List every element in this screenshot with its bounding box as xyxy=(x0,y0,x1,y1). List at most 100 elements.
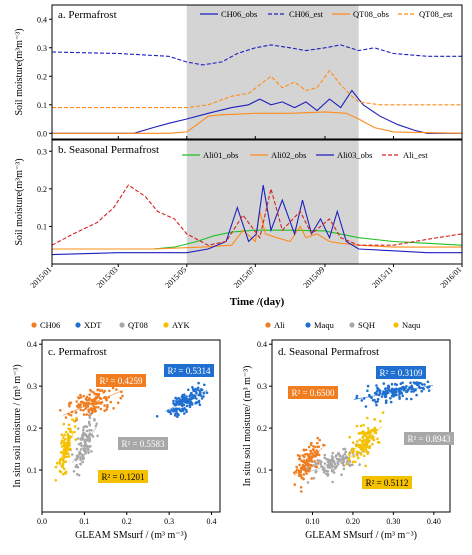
point-Maqu xyxy=(415,393,418,397)
point-XDT xyxy=(185,395,188,398)
point-Ali xyxy=(298,463,301,467)
r2-box-Maqu xyxy=(376,366,426,379)
point-Maqu xyxy=(394,393,397,397)
point-Ali xyxy=(297,474,301,478)
point-Naqu xyxy=(376,440,380,444)
legend-label-XDT: XDT xyxy=(84,320,102,330)
point-XDT xyxy=(197,388,200,392)
panel-b-shaded-period xyxy=(186,140,359,264)
point-SQH xyxy=(348,464,352,468)
fit-line-XDT xyxy=(165,389,208,412)
panel-d-x-ticks: 0.10 0.20 0.30 0.40 xyxy=(305,512,441,526)
legend-label-QT08_obs: QT08_obs xyxy=(353,9,389,19)
point-Ali xyxy=(314,465,318,469)
point-Maqu xyxy=(402,386,406,390)
panel-b-legend: Ali01_obs Ali02_obs Ali03_obs Ali_est xyxy=(182,150,428,160)
point-Naqu xyxy=(366,427,370,430)
point-XDT xyxy=(174,409,178,413)
point-Maqu xyxy=(405,385,408,388)
point-SQH xyxy=(338,453,342,457)
point-SQH xyxy=(314,470,318,474)
point-Ali xyxy=(316,445,320,449)
point-XDT xyxy=(182,396,185,400)
point-Maqu xyxy=(384,395,388,398)
point-AYK xyxy=(64,451,67,455)
point-Maqu xyxy=(416,383,419,387)
x-tick-label: 2016/01 xyxy=(438,265,463,290)
point-SQH xyxy=(323,462,327,465)
point-AYK xyxy=(58,462,62,465)
x-tick-label: 0.10 xyxy=(305,517,319,526)
point-XDT xyxy=(191,388,195,391)
point-Ali xyxy=(298,457,302,461)
point-AYK xyxy=(74,438,77,441)
point-XDT xyxy=(202,392,206,395)
y-tick-label: 0.2 xyxy=(37,185,47,194)
x-tick-label: 2015/01 xyxy=(28,265,53,290)
point-XDT xyxy=(175,401,179,405)
point-Naqu xyxy=(361,439,365,443)
point-Maqu xyxy=(376,388,380,391)
point-Naqu xyxy=(355,424,359,428)
point-CH06 xyxy=(68,402,71,406)
point-Naqu xyxy=(366,439,370,442)
point-SQH xyxy=(343,447,347,451)
point-SQH xyxy=(331,480,334,484)
point-SQH xyxy=(319,462,323,466)
legend-marker-Ali xyxy=(265,322,271,328)
series-line-QT08_obs xyxy=(52,111,463,134)
r2-label-Maqu: R² = 0.3109 xyxy=(379,368,423,378)
point-SQH xyxy=(332,471,336,474)
point-Naqu xyxy=(371,442,374,446)
point-QT08 xyxy=(82,425,85,429)
point-XDT xyxy=(199,394,203,397)
point-SQH xyxy=(312,476,316,480)
point-Maqu xyxy=(383,391,387,394)
point-XDT xyxy=(198,390,202,393)
fit-line-AYK xyxy=(56,431,75,467)
panel-a-frame xyxy=(51,4,463,140)
point-XDT xyxy=(200,388,203,391)
point-QT08 xyxy=(83,440,86,444)
point-AYK xyxy=(73,425,77,428)
point-Naqu xyxy=(373,426,377,430)
legend-marker-AYK xyxy=(163,322,169,328)
legend-label-Ali: Ali xyxy=(274,320,286,330)
point-XDT xyxy=(200,397,204,400)
point-Maqu xyxy=(380,395,384,398)
y-tick-label: 0.1 xyxy=(37,222,47,231)
point-Maqu xyxy=(385,399,388,403)
point-CH06 xyxy=(97,388,100,391)
r2-box-SQH xyxy=(404,432,454,445)
point-QT08 xyxy=(76,466,80,469)
panel-a-title: a. Permafrost xyxy=(58,9,117,21)
point-AYK xyxy=(62,458,65,462)
panel-d-legend: Ali Maqu SQH Naqu xyxy=(265,320,421,330)
point-QT08 xyxy=(90,429,93,432)
legend-label-Maqu: Maqu xyxy=(314,320,335,330)
point-QT08 xyxy=(88,429,91,432)
point-CH06 xyxy=(92,405,95,408)
point-Maqu xyxy=(410,385,414,389)
point-SQH xyxy=(326,465,330,469)
legend-label-CH06_obs: CH06_obs xyxy=(221,9,257,19)
point-XDT xyxy=(195,392,198,395)
point-Maqu xyxy=(389,396,392,400)
point-XDT xyxy=(205,391,209,395)
panel-c-xlabel: GLEAM SMsurf / (m³ m⁻³) xyxy=(75,530,187,541)
point-Maqu xyxy=(371,399,375,402)
legend-marker-Naqu xyxy=(393,322,399,328)
point-Maqu xyxy=(426,380,430,384)
point-CH06 xyxy=(121,394,124,398)
x-tick-label: 0.0 xyxy=(37,517,47,526)
point-CH06 xyxy=(93,410,97,413)
legend-marker-SQH xyxy=(349,322,355,328)
series-line-CH06_obs xyxy=(52,89,462,134)
r2-label-Ali: R² = 0.6500 xyxy=(291,388,335,398)
point-QT08 xyxy=(88,416,92,420)
point-QT08 xyxy=(79,452,82,456)
point-CH06 xyxy=(87,408,90,412)
x-tick-label: 0.40 xyxy=(427,517,441,526)
point-CH06 xyxy=(94,398,97,402)
legend-label-CH06: CH06 xyxy=(40,320,60,330)
